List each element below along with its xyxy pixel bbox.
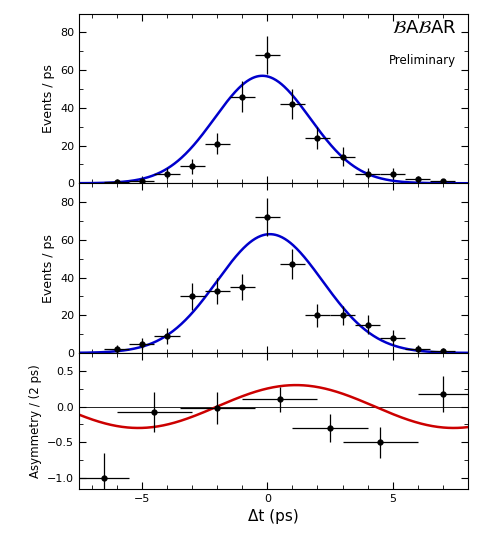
Y-axis label: Asymmetry / (2 ps): Asymmetry / (2 ps)	[29, 364, 42, 478]
Y-axis label: Events / ps: Events / ps	[42, 64, 55, 133]
Y-axis label: Events / ps: Events / ps	[42, 233, 55, 302]
X-axis label: Δt (ps): Δt (ps)	[248, 509, 299, 524]
Text: Preliminary: Preliminary	[389, 54, 456, 67]
Text: $\mathcal{B}$$\mathsf{A}$$\mathcal{B}$$\mathsf{AR}$: $\mathcal{B}$$\mathsf{A}$$\mathcal{B}$$\…	[392, 18, 456, 37]
